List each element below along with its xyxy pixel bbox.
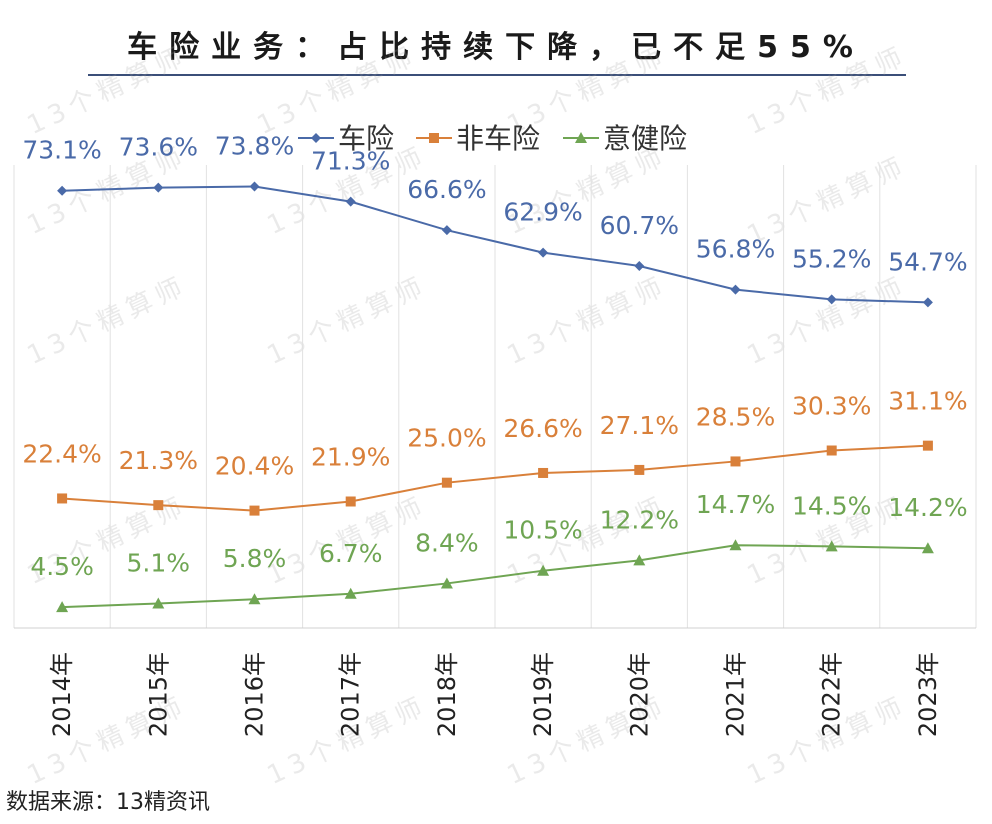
data-label: 30.3% [792,392,871,421]
data-label: 14.2% [888,493,967,522]
data-point-marker [153,500,164,511]
data-label: 73.8% [215,131,294,160]
data-point-marker [826,294,837,305]
data-label: 21.9% [311,442,390,471]
legend-marker [575,132,587,143]
data-point-marker [634,464,645,475]
data-point-marker [826,445,837,456]
x-tick-label: 2015年 [144,652,172,737]
data-point-marker [249,505,260,516]
data-label: 60.7% [600,211,679,240]
data-label: 4.5% [30,552,94,581]
data-label: 31.1% [888,387,967,416]
data-point-marker [633,554,646,566]
data-label: 73.6% [119,133,198,162]
data-label: 21.3% [119,446,198,475]
legend-label: 意健险 [603,122,687,155]
title-underline [88,74,906,76]
legend-label: 非车险 [456,122,540,155]
data-point-marker [634,260,645,271]
data-label: 27.1% [600,411,679,440]
x-tick-label: 2021年 [722,652,750,737]
data-point-marker [153,182,164,193]
data-point-marker [344,587,357,599]
data-point-marker [56,601,69,613]
data-label: 20.4% [215,452,294,481]
line-chart: 2014年 2015年 2016年 2017年 2018年 2019年 2020年 2021年… [13,122,977,737]
x-tick-label: 2018年 [433,652,461,737]
data-label: 14.7% [696,490,775,519]
source-note: 数据来源：13精资讯 [6,790,210,815]
data-point-marker [730,284,741,295]
data-point-marker [441,225,452,236]
data-point-marker [730,456,741,467]
x-tick-label: 2017年 [337,652,365,737]
x-tick-label: 2014年 [48,652,76,737]
legend-marker [429,133,439,143]
data-point-marker [729,539,742,551]
data-point-marker [57,493,68,504]
x-tick-label: 2022年 [818,652,846,737]
data-label: 62.9% [503,198,582,227]
data-label: 54.7% [888,247,967,276]
series-line-2 [62,544,928,609]
x-tick-label: 2019年 [529,652,557,737]
data-point-marker [922,297,933,308]
data-label: 73.1% [22,136,101,165]
data-label: 22.4% [22,439,101,468]
data-point-marker [57,185,68,196]
data-point-marker [825,540,838,552]
x-tick-label: 2016年 [241,652,269,737]
data-label: 26.6% [503,414,582,443]
data-point-marker [538,467,549,478]
series-line-0 [62,185,928,304]
data-point-marker [440,577,453,589]
legend-label: 车险 [338,122,394,155]
data-point-marker [538,247,549,258]
data-point-marker [922,440,933,451]
data-point-marker [345,196,356,207]
data-point-marker [249,181,260,192]
data-label: 14.5% [792,491,871,520]
data-point-marker [921,542,934,554]
series-line-1 [62,444,928,512]
data-label: 5.8% [223,544,287,573]
data-point-marker [152,597,165,609]
data-label: 25.0% [407,424,486,453]
x-tick-label: 2023年 [914,652,942,737]
data-label: 66.6% [407,175,486,204]
data-label: 28.5% [696,402,775,431]
data-label: 10.5% [503,516,582,545]
data-label: 56.8% [696,235,775,264]
chart-title: 车险业务：占比持续下降，已不足55% [127,30,865,65]
data-point-marker [248,593,261,605]
legend-marker [311,133,321,143]
x-tick-label: 2020年 [625,652,653,737]
data-label: 5.1% [127,548,191,577]
data-label: 71.3% [311,147,390,176]
data-point-marker [345,496,356,507]
data-point-marker [537,564,550,576]
data-point-marker [441,477,452,488]
data-label: 8.4% [415,528,479,557]
data-label: 12.2% [600,505,679,534]
data-label: 55.2% [792,244,871,273]
data-label: 6.7% [319,539,383,568]
